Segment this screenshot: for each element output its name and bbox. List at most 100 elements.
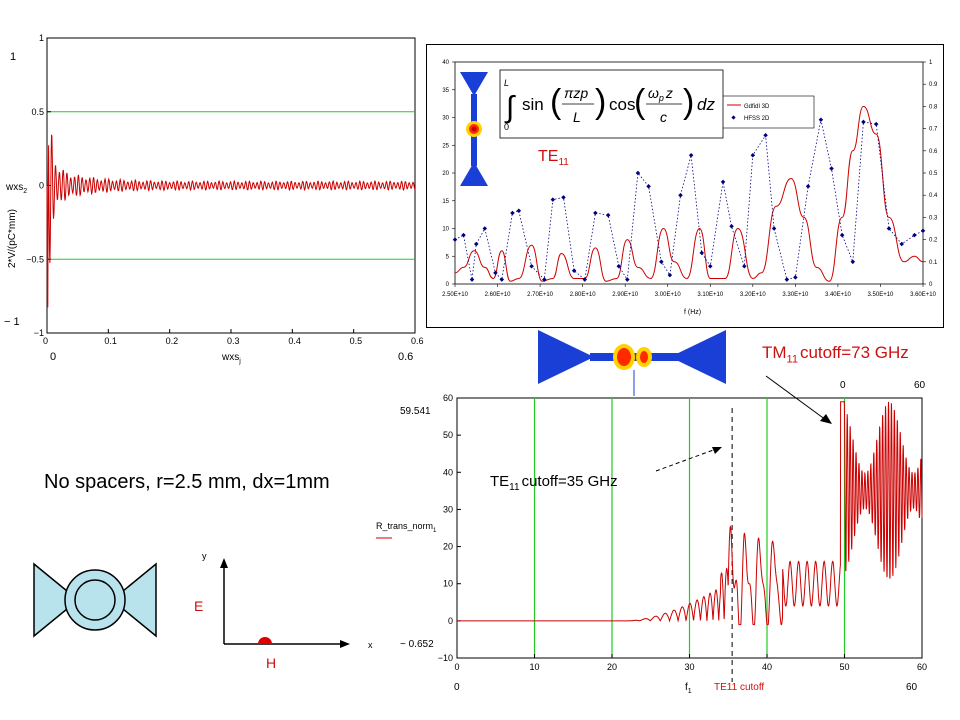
svg-text:): ) [683, 83, 694, 121]
legend-hfss: HFSS 2D [744, 116, 770, 122]
trans-x-tick: 10 [529, 662, 539, 672]
trans-x-tick: 20 [607, 662, 617, 672]
slide-caption: No spacers, r=2.5 mm, dx=1mm [44, 471, 330, 493]
gdfidl-legend: GdfidI 3D HFSS 2D [721, 95, 815, 129]
wake-x-var: wxsj [221, 352, 241, 365]
gdfidl-x-tick: 3.00E+10 [655, 292, 682, 298]
hfss-point [474, 241, 479, 247]
gdfidl-yr-tick: 0.1 [929, 260, 938, 266]
svg-text:(: ( [550, 83, 562, 121]
wake-x-tick: 0.4 [288, 336, 301, 346]
svg-text:c: c [660, 109, 667, 125]
svg-text:dz: dz [697, 95, 715, 114]
hfss-point [839, 232, 845, 238]
gdfidl-yl-tick: 20 [442, 171, 449, 177]
wake-corner-xmax: 0.6 [398, 351, 413, 363]
wake-corner-xmin: 0 [50, 351, 56, 363]
trans-y-tick: 0 [448, 616, 453, 626]
gdfidl-x-tick: 2.50E+10 [442, 292, 469, 298]
svg-text:L: L [504, 78, 509, 88]
gdfidl-x-tick: 3.50E+10 [868, 292, 895, 298]
svg-text:πzp: πzp [564, 85, 588, 101]
gdfidl-x-label: f (Hz) [684, 309, 701, 316]
hfss-point [659, 259, 664, 265]
gdfidl-yl-tick: 40 [442, 60, 449, 66]
gdfidl-yr-tick: 0 [929, 282, 933, 288]
axis-y-label: y [202, 551, 207, 561]
gdfidl-yr-tick: 0.9 [929, 82, 938, 88]
svg-text:cos: cos [609, 95, 635, 114]
wake-x-tick: 0 [43, 336, 48, 346]
wake-x-tick: 0.2 [166, 336, 179, 346]
hfss-point [829, 166, 834, 171]
gdfidl-yl-tick: 15 [442, 199, 449, 205]
horizontal-waveguide-shape [538, 330, 726, 396]
hfss-point [550, 197, 556, 202]
gdfidl-yr-tick: 0.6 [929, 149, 938, 155]
te11-mode-label: TE11 [538, 148, 569, 168]
gdfidl-yl-tick: 35 [442, 88, 449, 94]
wake-corner-ymin: − 1 [4, 316, 20, 328]
transmission-green-lines [533, 398, 846, 658]
cross-section-diagram [33, 562, 157, 638]
wake-potential-chart: 0 0.1 0.2 0.3 0.4 0.5 0.6 1 0.5 0 −0.5 −1 1 − 1 wxs… [4, 33, 424, 365]
tm11-arrow [765, 375, 832, 424]
wake-y-tick: −1 [34, 328, 44, 338]
axis-x-label: x [368, 640, 373, 650]
field-axes-diagram: y x E H [194, 551, 373, 671]
trans-y-tick: −10 [438, 653, 453, 663]
trans-x-tick: 30 [684, 662, 694, 672]
trans-y-tick: 10 [443, 579, 453, 589]
gdfidl-yl-tick: 30 [442, 116, 449, 122]
gdfidl-yr-tick: 1 [929, 60, 933, 66]
svg-text:L: L [573, 109, 581, 125]
gdfidl-x-tick: 3.20E+10 [740, 292, 767, 298]
te11-cutoff-annotation: TE11 cutoff=35 GHz [490, 473, 618, 493]
trans-top-zero: 0 [840, 380, 846, 391]
trans-top-sixty: 60 [914, 380, 926, 391]
gdfidl-yl-tick: 0 [446, 282, 450, 288]
hfss-point [561, 195, 566, 200]
svg-text:0: 0 [504, 122, 509, 132]
gdfidl-x-tick: 3.30E+10 [782, 292, 809, 298]
hfss-point [720, 179, 726, 185]
trans-x-tick: 40 [762, 662, 772, 672]
gdfidl-yl-tick: 10 [442, 227, 449, 233]
transmission-trace [457, 401, 923, 626]
trans-y-tick: 60 [443, 393, 453, 403]
gdfidl-yr-tick: 0.7 [929, 127, 938, 133]
overlap-integral-formula: L 0 ∫ sin ( πzp L ) cos ( ωp z c ) dz [499, 69, 724, 139]
svg-text:ωpz: ωp z [648, 85, 673, 103]
wake-corner-ymax: 1 [10, 51, 16, 63]
gdfidl-ticks: 2.50E+10 2.60E+10 2.70E+10 2.80E+10 2.90E+10… [442, 60, 938, 298]
gdfidl-x-tick: 2.60E+10 [485, 292, 512, 298]
gdfidl-yr-tick: 0.5 [929, 171, 938, 177]
tm11-cutoff-annotation: TM11 cutoff=73 GHz [762, 343, 909, 366]
gdfidl-yr-tick: 0.4 [929, 193, 938, 199]
trans-y-var: R_trans_norm1 [376, 521, 437, 534]
gdfidl-x-tick: 3.60E+10 [910, 292, 937, 298]
hfss-point [678, 192, 683, 198]
gdfidl-x-tick: 2.90E+10 [612, 292, 639, 298]
hfss-point [920, 228, 926, 233]
trans-x-var: f1 [685, 682, 692, 695]
te11-cutoff-label: TE11 cutoff [714, 682, 764, 693]
wake-y-tick: 1 [39, 33, 44, 43]
gdfidl-x-tick: 2.80E+10 [570, 292, 597, 298]
trans-corner-xmax: 60 [906, 682, 918, 693]
trans-x-tick: 0 [454, 662, 459, 672]
hfss-point [912, 232, 917, 238]
wake-signal-trace [46, 134, 416, 308]
trans-y-tick: 40 [443, 467, 453, 477]
svg-text:∫: ∫ [504, 91, 516, 124]
wake-y-tick: 0 [39, 181, 44, 191]
te11-arrowhead [712, 447, 722, 454]
wake-x-tick: 0.3 [227, 336, 240, 346]
wake-y-tick: −0.5 [26, 254, 44, 264]
wake-hlines [47, 111, 415, 260]
hfss-point [873, 121, 879, 127]
wake-ticks: 0 0.1 0.2 0.3 0.4 0.5 0.6 1 0.5 0 −0.5 −1 [26, 33, 423, 346]
gdfidl-hfss-chart: 2.50E+10 2.60E+10 2.70E+10 2.80E+10 2.90E+10… [426, 44, 944, 328]
